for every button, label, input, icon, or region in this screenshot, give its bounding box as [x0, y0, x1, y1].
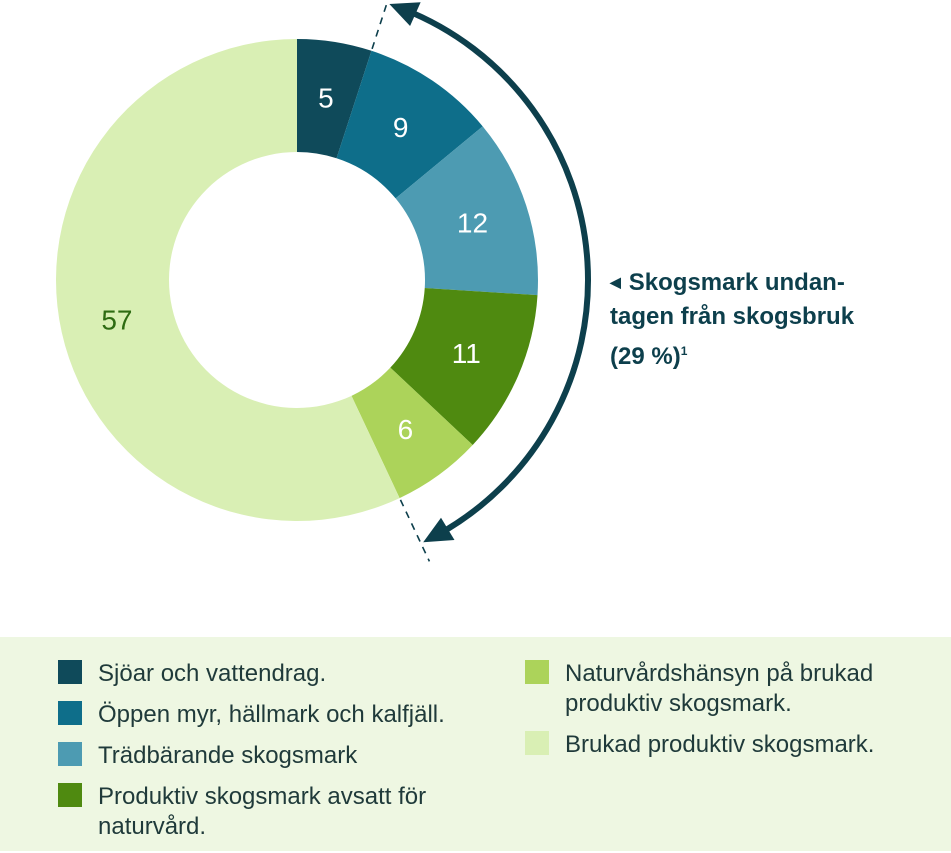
excluded-forest-annotation: ◀ Skogsmark undan- tagen från skogsbruk (… [610, 265, 854, 374]
legend-label: Sjöar och vattendrag. [98, 660, 327, 687]
legend-swatch [525, 660, 549, 684]
annotation-line-2: tagen från skogsbruk [610, 303, 855, 330]
excluded-share-bracket [371, 0, 591, 562]
legend-label: Naturvårdshänsyn på brukad [565, 660, 874, 687]
legend-item-right-1: Naturvårdshänsyn på brukad produktiv skog… [525, 659, 935, 719]
annotation-footnote-mark: 1 [680, 344, 688, 358]
legend-item-left-4: Produktiv skogsmark avsatt för naturvård. [58, 782, 478, 842]
legend-column-right: Naturvårdshänsyn på brukad produktiv skog… [525, 659, 935, 771]
donut-chart: 5 9 12 11 6 57 [56, 0, 591, 562]
slice-value-label-3: 12 [457, 207, 488, 238]
annotation-percent-text: (29 %) [610, 343, 681, 370]
legend-label: Brukad produktiv skogsmark. [565, 731, 875, 758]
legend-item-left-3: Trädbärande skogsmark [58, 741, 478, 771]
slice-value-label-6: 57 [101, 305, 132, 336]
donut-slice-labels: 5 9 12 11 6 57 [101, 82, 488, 444]
annotation-line-3: (29 %)1 [610, 334, 854, 374]
slice-value-label-4: 11 [452, 338, 481, 369]
legend-swatch [58, 783, 82, 807]
legend-label: naturvård. [98, 813, 207, 840]
annotation-pointer-icon: ◀ [610, 274, 621, 290]
legend-item-left-1: Sjöar och vattendrag. [58, 659, 478, 689]
donut-slice-6 [56, 39, 400, 521]
legend-item-right-2: Brukad produktiv skogsmark. [525, 730, 935, 760]
legend-column-left: Sjöar och vattendrag. Öppen myr, hällmark… [58, 659, 478, 853]
slice-value-label-2: 9 [393, 112, 409, 143]
legend-swatch [58, 660, 82, 684]
legend-swatch [58, 742, 82, 766]
legend-label: Produktiv skogsmark avsatt för [98, 783, 427, 810]
legend-label: Trädbärande skogsmark [98, 742, 358, 769]
donut-slice-2 [336, 50, 483, 199]
legend-swatch [58, 701, 82, 725]
bracket-dashed-line-start [371, 0, 389, 50]
legend-label: Öppen myr, hällmark och kalfjäll. [98, 701, 445, 728]
bracket-dashed-line-end [399, 499, 431, 562]
annotation-text-1: Skogsmark undan- [628, 269, 845, 296]
annotation-line-1: ◀ Skogsmark undan- [610, 265, 854, 300]
bracket-arrowhead-end [423, 517, 455, 543]
donut-slices [56, 39, 538, 521]
donut-slice-4 [390, 288, 538, 445]
donut-slice-5 [351, 367, 473, 499]
legend-item-left-2: Öppen myr, hällmark och kalfjäll. [58, 700, 478, 730]
slice-value-label-1: 5 [318, 82, 334, 113]
donut-slice-1 [297, 39, 372, 159]
slice-value-label-5: 6 [398, 414, 414, 445]
legend-panel: Sjöar och vattendrag. Öppen myr, hällmark… [0, 637, 951, 851]
bracket-arc [402, 6, 591, 538]
donut-slice-3 [395, 126, 538, 296]
bracket-arrowhead-start [389, 2, 421, 27]
legend-label: produktiv skogsmark. [565, 690, 792, 717]
legend-swatch [525, 731, 549, 755]
